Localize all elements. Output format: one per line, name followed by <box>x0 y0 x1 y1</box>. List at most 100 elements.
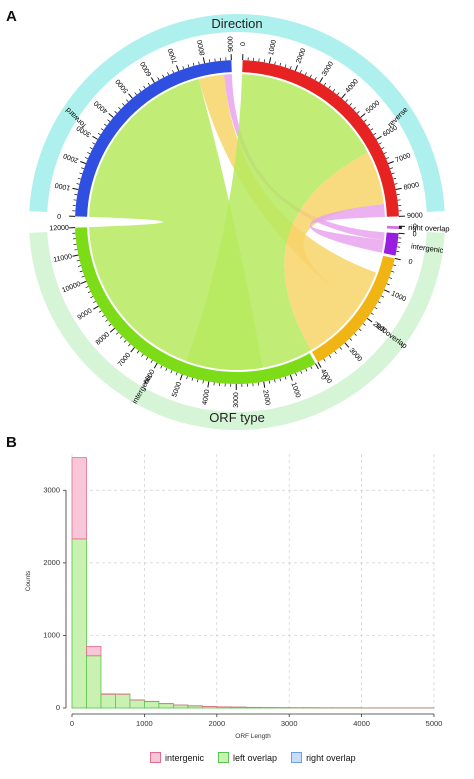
tick-mark <box>80 161 87 165</box>
minor-tick <box>263 59 265 63</box>
minor-tick <box>323 82 327 86</box>
tick-mark <box>395 187 402 191</box>
tick-mark <box>92 135 98 140</box>
minor-tick <box>289 66 292 70</box>
minor-tick <box>165 367 168 371</box>
minor-tick <box>118 107 121 110</box>
sector-intergenic2 <box>75 227 316 384</box>
tick-label: 7000 <box>395 152 412 164</box>
chord-panel: A Direction ORF type 0 1000 2000 3000 4000 5000… <box>6 8 450 431</box>
minor-tick <box>389 277 393 279</box>
orf-type-label: ORF type <box>209 410 265 425</box>
panel-a-letter: A <box>6 8 17 25</box>
tick-label: 8000 <box>403 182 420 192</box>
tick-label: 5000 <box>115 78 130 94</box>
y-tick-label: 1000 <box>43 630 60 639</box>
minor-tick <box>114 111 118 114</box>
minor-tick <box>362 323 366 326</box>
tick-label: 2000 <box>62 151 79 163</box>
sector-right_overlap <box>386 225 399 230</box>
minor-tick <box>305 368 308 372</box>
minor-tick <box>160 365 163 369</box>
minor-tick <box>157 77 160 81</box>
tick-mark <box>150 77 155 83</box>
minor-tick <box>381 295 385 298</box>
minor-tick <box>323 358 326 362</box>
minor-tick <box>76 260 80 262</box>
minor-tick <box>147 82 151 86</box>
link-forward-left-overlap <box>198 74 377 307</box>
minor-tick <box>393 177 397 180</box>
tick-label: 7000 <box>167 47 179 64</box>
tick-label: 1000 <box>289 382 301 399</box>
minor-tick <box>122 103 125 106</box>
sector-intergenic <box>383 232 399 256</box>
tick-mark <box>72 187 79 191</box>
legend-swatch <box>291 752 303 763</box>
minor-tick <box>363 119 367 122</box>
minor-tick <box>391 172 395 175</box>
x-tick-label: 5000 <box>426 719 443 728</box>
minor-tick <box>105 319 109 322</box>
sector-forward <box>75 60 232 217</box>
tick-label: 5000 <box>365 100 381 115</box>
sector-label: intergenic <box>410 241 444 254</box>
tick-mark <box>72 254 79 257</box>
minor-tick <box>101 314 105 318</box>
minor-tick <box>138 88 142 92</box>
minor-tick <box>332 88 336 92</box>
tick-mark <box>289 374 293 381</box>
tick-label: 0 <box>319 374 327 381</box>
tick-mark <box>109 327 116 333</box>
minor-tick <box>393 264 397 267</box>
bar-intergenic <box>86 645 102 657</box>
minor-tick <box>367 123 371 127</box>
tick-label: 9000 <box>407 212 423 220</box>
minor-tick <box>310 366 313 370</box>
minor-tick <box>85 157 89 159</box>
y-tick-label: 0 <box>56 703 60 712</box>
minor-tick <box>170 370 173 374</box>
x-axis-title: ORF Length <box>235 733 271 740</box>
minor-tick <box>136 350 140 354</box>
minor-tick <box>274 61 276 65</box>
tick-label: 1000 <box>54 181 71 191</box>
minor-tick <box>378 142 382 145</box>
tick-label: 11000 <box>53 253 73 264</box>
minor-tick <box>373 132 377 136</box>
minor-tick <box>186 376 188 380</box>
legend-item-intergenic: intergenic <box>150 752 204 763</box>
minor-tick <box>128 343 131 347</box>
minor-tick <box>198 61 200 65</box>
minor-tick <box>192 62 195 66</box>
minor-tick <box>141 353 144 357</box>
minor-tick <box>150 360 153 363</box>
minor-tick <box>77 177 81 180</box>
minor-tick <box>191 377 194 381</box>
y-axis-title: Counts <box>25 570 32 591</box>
minor-tick <box>389 167 393 170</box>
minor-tick <box>143 85 146 89</box>
tick-mark <box>344 342 350 348</box>
minor-tick <box>126 99 129 103</box>
bar-left-overlap <box>129 699 145 709</box>
minor-tick <box>396 250 400 253</box>
sector-left_overlap <box>312 255 395 363</box>
minor-tick <box>97 132 101 136</box>
tick-label: 3000 <box>321 60 335 77</box>
tick-mark <box>176 65 180 72</box>
bar-left-overlap <box>143 701 160 709</box>
tick-mark <box>383 289 390 293</box>
tick-label: 1000 <box>268 39 278 56</box>
tick-label: 12000 <box>49 225 69 233</box>
minor-tick <box>337 92 340 96</box>
tick-mark <box>80 280 87 285</box>
minor-tick <box>394 183 398 185</box>
tick-label: 2000 <box>295 47 307 64</box>
minor-tick <box>202 380 204 384</box>
minor-tick <box>309 74 312 78</box>
minor-tick <box>90 296 94 299</box>
legend-swatch <box>150 752 161 763</box>
minor-tick <box>172 70 174 74</box>
direction-label: Direction <box>211 16 262 31</box>
